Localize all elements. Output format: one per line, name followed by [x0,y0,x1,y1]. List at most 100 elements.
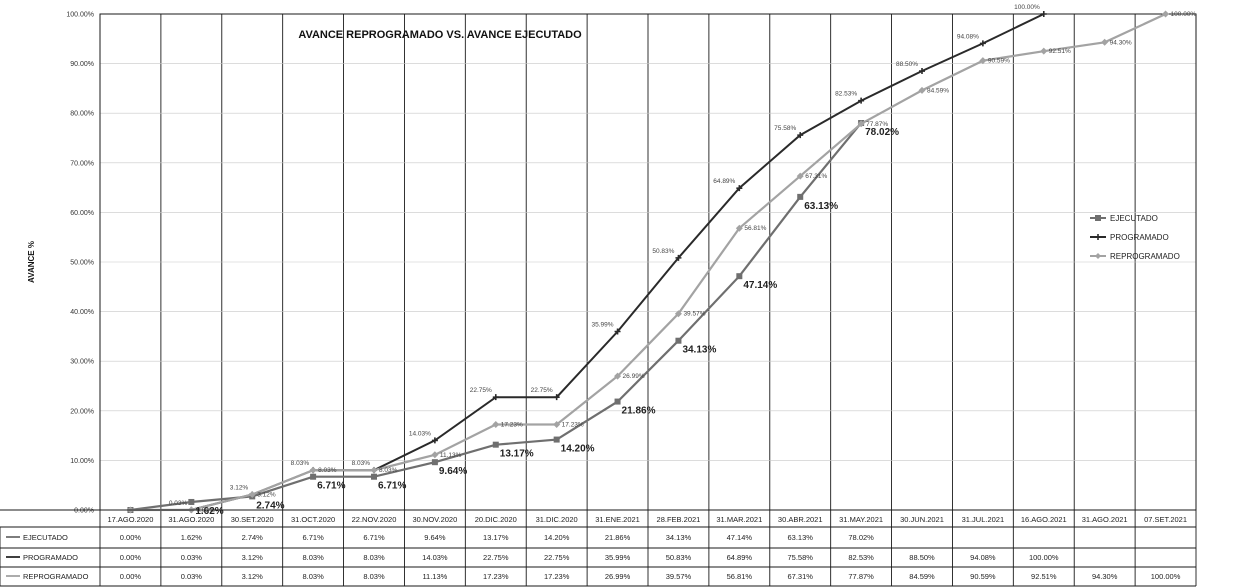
data-point [979,40,986,47]
category-label: 28.FEB.2021 [657,515,701,524]
category-label: 31.MAY.2021 [839,515,883,524]
series-line-reprogramado [130,13,1167,512]
table-cell: 3.12% [242,572,264,581]
table-series-name: PROGRAMADO [23,553,78,562]
table-cell: 50.83% [666,553,692,562]
data-label: 34.13% [682,345,716,356]
y-tick-label: 90.00% [70,61,94,68]
data-point [431,451,439,459]
table-cell: 56.81% [727,572,753,581]
data-label: 8.03% [352,460,371,467]
data-label: 17.23% [562,422,584,429]
table-cell: 8.03% [363,553,385,562]
table-cell: 0.00% [120,533,142,542]
data-label: 11.13% [440,452,462,459]
data-label: 94.30% [1110,39,1132,46]
category-label: 17.AGO.2020 [108,515,154,524]
data-label: 63.13% [804,201,838,212]
data-point [857,120,865,128]
data-point [1162,10,1170,18]
data-point [431,459,438,466]
legend-marker [1095,215,1101,221]
table-cell: 13.17% [483,533,509,542]
data-point [431,437,438,444]
data-label: 35.99% [592,321,614,328]
data-label: 22.75% [470,387,492,394]
data-point [1040,47,1048,55]
category-label: 31.OCT.2020 [291,515,335,524]
data-label: 22.75% [531,387,553,394]
table-cell: 0.03% [181,572,203,581]
table-series-name: REPROGRAMADO [23,572,89,581]
y-tick-label: 80.00% [70,111,94,118]
data-label: 47.14% [743,280,777,291]
data-label: 77.87% [866,121,888,128]
category-label: 30.NOV.2020 [413,515,458,524]
table-cell: 17.23% [544,572,570,581]
table-cell: 75.58% [788,553,814,562]
category-label: 31.MAR.2021 [716,515,762,524]
table-cell: 64.89% [727,553,753,562]
data-point [796,172,804,180]
data-label: 14.03% [409,430,431,437]
data-label: 56.81% [744,225,766,232]
data-label: 64.89% [713,178,735,185]
data-label: 88.50% [896,61,918,68]
category-label: 20.DIC.2020 [475,515,517,524]
data-label: 100.00% [1171,11,1197,18]
data-label: 0.03% [169,500,188,507]
data-point [919,68,925,75]
legend: EJECUTADO PROGRAMADO REPROGRAMADO [1090,214,1180,261]
data-label: 1.62% [195,506,223,517]
data-label: 82.53% [835,91,857,98]
table-cell: 100.00% [1151,572,1181,581]
category-label: 31.AGO.2021 [1082,515,1128,524]
data-point [918,86,926,94]
y-tick-label: 50.00% [70,260,94,267]
series-line-ejecutado [130,122,862,512]
chart-title: AVANCE REPROGRAMADO VS. AVANCE EJECUTADO [298,29,582,41]
table-cell: 90.59% [970,572,996,581]
data-label: 75.58% [774,125,796,132]
table-cell: 63.13% [788,533,814,542]
data-point [797,193,804,200]
table-cell: 6.71% [363,533,385,542]
table-cell: 2.74% [242,533,264,542]
table-cell: 21.86% [605,533,631,542]
legend-label: EJECUTADO [1110,214,1158,223]
y-tick-label: 0.00% [74,508,94,515]
data-point [492,441,499,448]
category-label: 31.DIC.2020 [536,515,578,524]
data-label: 17.23% [501,422,523,429]
legend-marker [1095,234,1101,240]
y-tick-label: 70.00% [70,160,94,167]
data-label: 8.03% [291,460,310,467]
data-labels: 1.62% 2.74% 6.71% 6.71% 9.64% 13.17% 14.20% 21.… [169,4,1197,517]
table-cell: 100.00% [1029,553,1059,562]
data-point [553,436,560,443]
y-tick-label: 30.00% [70,359,94,366]
table-cell: 88.50% [909,553,935,562]
data-point [675,337,682,344]
data-label: 9.64% [439,466,467,477]
data-point [979,57,987,65]
data-label: 13.17% [500,449,534,460]
table-series-name: EJECUTADO [23,533,68,542]
table-cell: 82.53% [848,553,874,562]
data-point [674,310,682,318]
category-label: 31.JUL.2021 [962,515,1005,524]
data-label: 100.00% [1014,4,1040,11]
y-tick-label: 100.00% [66,12,94,19]
table-cell: 26.99% [605,572,631,581]
table-cell: 39.57% [666,572,692,581]
table-cell: 67.31% [788,572,814,581]
table-cell: 9.64% [424,533,446,542]
data-label: 92.51% [1049,48,1071,55]
data-point [371,473,377,480]
data-label: 14.20% [561,444,595,455]
data-point [188,498,195,505]
y-tick-label: 60.00% [70,210,94,217]
table-cell: 78.02% [848,533,874,542]
data-point [614,372,622,380]
